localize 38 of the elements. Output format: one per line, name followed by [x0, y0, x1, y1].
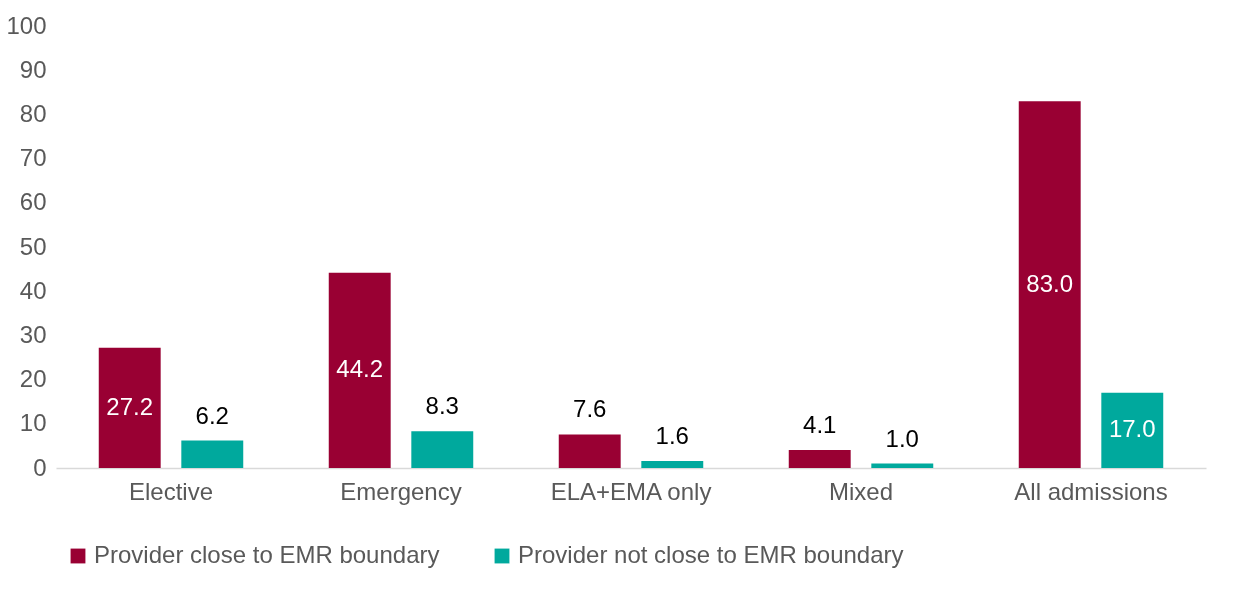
x-tick-label: Mixed	[828, 477, 894, 505]
x-tick-label: ELA+EMA only	[550, 477, 712, 505]
data-label: 83.0	[1026, 269, 1074, 297]
x-tick-label: Emergency	[340, 477, 462, 505]
data-label: 4.1	[803, 410, 837, 438]
bar	[871, 463, 934, 468]
y-tick-label: 80	[19, 99, 47, 127]
x-tick-label: All admissions	[1014, 477, 1168, 505]
data-label: 1.6	[655, 421, 689, 449]
y-tick-label: 100	[6, 11, 47, 39]
bar	[1101, 392, 1164, 468]
bar	[558, 434, 621, 468]
data-label: 1.0	[885, 424, 919, 452]
bar	[788, 449, 851, 468]
y-tick-label: 70	[19, 144, 47, 172]
y-tick-label: 0	[33, 453, 47, 481]
y-tick-label: 50	[19, 232, 47, 260]
y-tick-label: 60	[19, 188, 47, 216]
legend-label: Provider not close to EMR boundary	[518, 541, 904, 568]
bar	[641, 460, 704, 468]
y-tick-label: 20	[19, 365, 47, 393]
y-tick-label: 10	[19, 409, 47, 437]
bar	[1018, 101, 1081, 468]
bar	[181, 440, 244, 468]
legend-label: Provider close to EMR boundary	[94, 541, 440, 568]
data-label: 44.2	[336, 355, 384, 383]
y-tick-label: 90	[19, 55, 47, 83]
bar	[411, 431, 474, 468]
data-label: 6.2	[195, 401, 229, 429]
y-tick-label: 30	[19, 320, 47, 348]
data-label: 27.2	[106, 392, 154, 420]
y-tick-label: 40	[19, 276, 47, 304]
bar	[328, 272, 391, 468]
bar	[98, 347, 161, 468]
data-label: 7.6	[573, 395, 607, 423]
data-label: 8.3	[425, 392, 459, 420]
data-label: 17.0	[1108, 415, 1156, 443]
x-tick-label: Elective	[128, 477, 214, 505]
